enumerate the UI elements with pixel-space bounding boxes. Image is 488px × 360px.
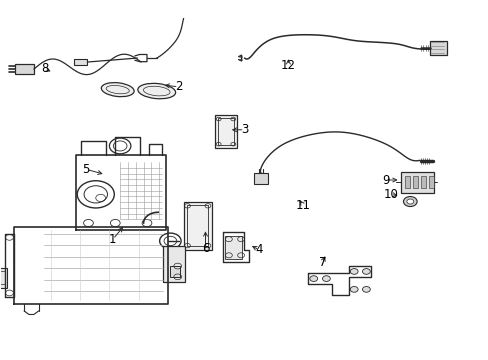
Bar [224, 235, 242, 259]
Text: 8: 8 [41, 62, 48, 75]
Bar [0, 268, 7, 288]
Circle shape [403, 197, 416, 207]
Bar [170, 266, 180, 277]
Circle shape [362, 269, 369, 274]
Text: 1: 1 [109, 233, 116, 246]
Text: 4: 4 [255, 243, 263, 256]
Bar [183, 202, 211, 250]
Text: 9: 9 [382, 174, 389, 186]
Bar [254, 173, 267, 184]
Circle shape [322, 276, 330, 282]
Bar [405, 176, 409, 188]
Ellipse shape [101, 82, 134, 97]
Text: 2: 2 [175, 80, 182, 93]
Text: 3: 3 [240, 123, 248, 136]
Bar [15, 64, 34, 74]
Bar [218, 118, 233, 145]
Circle shape [349, 269, 357, 274]
Circle shape [406, 199, 413, 204]
Bar [74, 59, 87, 65]
Bar [420, 176, 425, 188]
Text: 12: 12 [280, 59, 295, 72]
Circle shape [362, 287, 369, 292]
Bar [163, 246, 184, 282]
Bar [400, 172, 433, 193]
Bar [215, 116, 236, 148]
Bar [428, 176, 433, 188]
Bar [429, 41, 446, 55]
Bar [0, 271, 4, 284]
Text: 6: 6 [202, 242, 209, 255]
Circle shape [349, 287, 357, 292]
Bar [186, 205, 208, 246]
Ellipse shape [138, 84, 175, 99]
Text: 10: 10 [383, 188, 397, 201]
Bar [412, 176, 417, 188]
Text: 11: 11 [295, 199, 310, 212]
Circle shape [309, 276, 317, 282]
Text: 5: 5 [82, 163, 89, 176]
Text: 7: 7 [318, 256, 325, 269]
